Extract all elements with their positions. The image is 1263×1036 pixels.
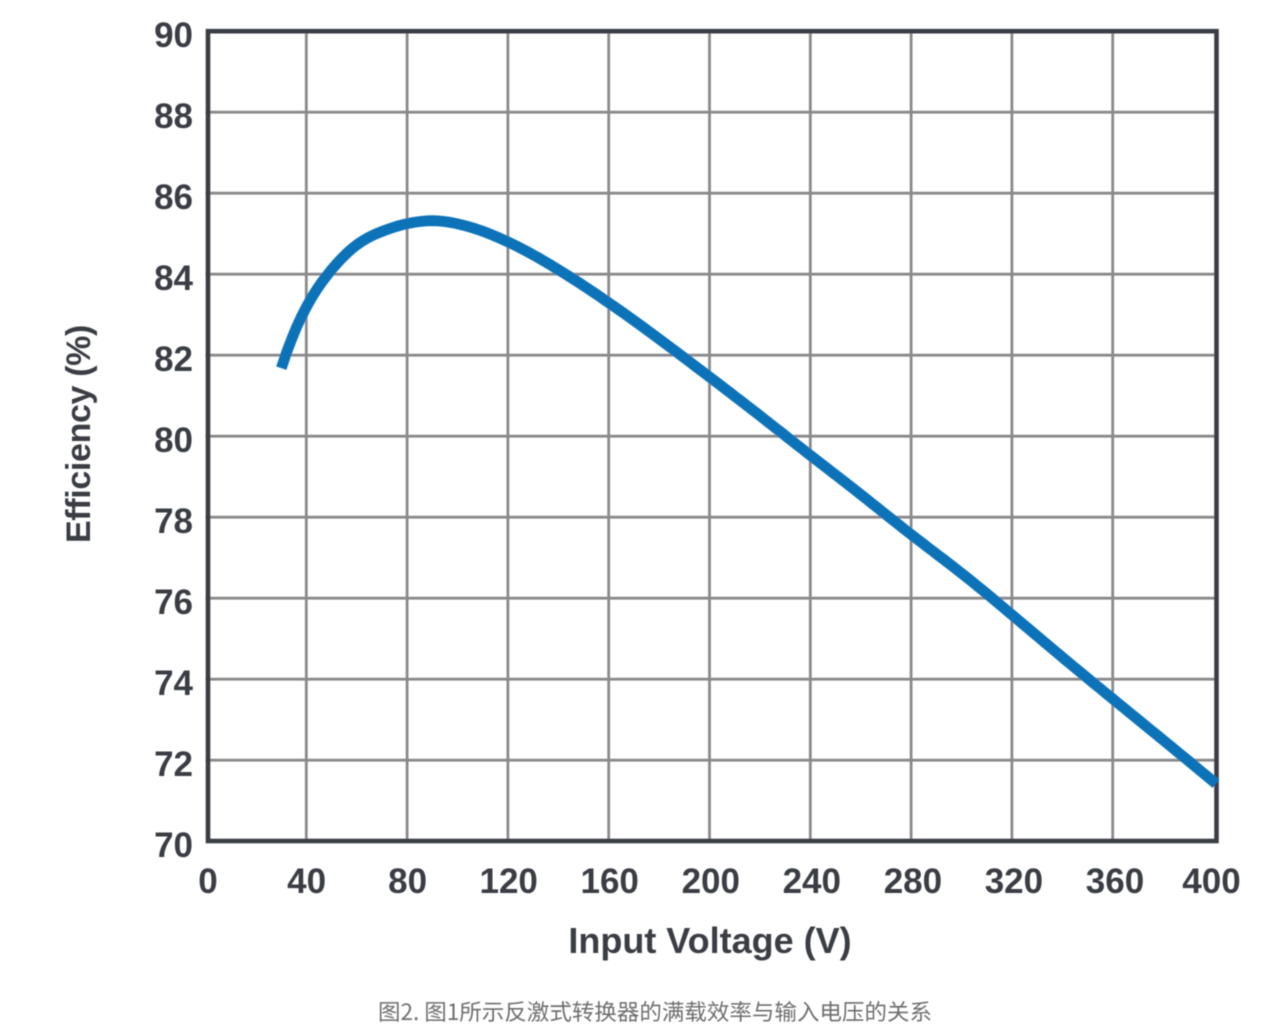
svg-text:80: 80	[154, 421, 193, 460]
svg-text:40: 40	[287, 862, 326, 901]
svg-text:86: 86	[154, 178, 193, 217]
svg-text:90: 90	[154, 16, 193, 55]
svg-text:320: 320	[985, 862, 1043, 901]
svg-text:240: 240	[783, 862, 841, 901]
svg-text:78: 78	[154, 502, 193, 541]
svg-text:82: 82	[154, 340, 193, 379]
svg-text:160: 160	[580, 862, 638, 901]
svg-text:70: 70	[154, 826, 193, 865]
svg-text:0: 0	[198, 862, 217, 901]
svg-text:76: 76	[154, 583, 193, 622]
svg-text:120: 120	[479, 862, 537, 901]
svg-text:72: 72	[154, 745, 193, 784]
svg-text:360: 360	[1086, 862, 1144, 901]
svg-text:74: 74	[154, 664, 193, 703]
svg-text:88: 88	[154, 97, 193, 136]
svg-text:Efficiency (%): Efficiency (%)	[60, 325, 98, 543]
svg-text:84: 84	[154, 259, 193, 298]
svg-text:280: 280	[884, 862, 942, 901]
svg-text:Input Voltage (V): Input Voltage (V)	[568, 920, 851, 961]
svg-text:400: 400	[1182, 862, 1240, 901]
svg-text:200: 200	[682, 862, 740, 901]
svg-text:80: 80	[388, 862, 427, 901]
